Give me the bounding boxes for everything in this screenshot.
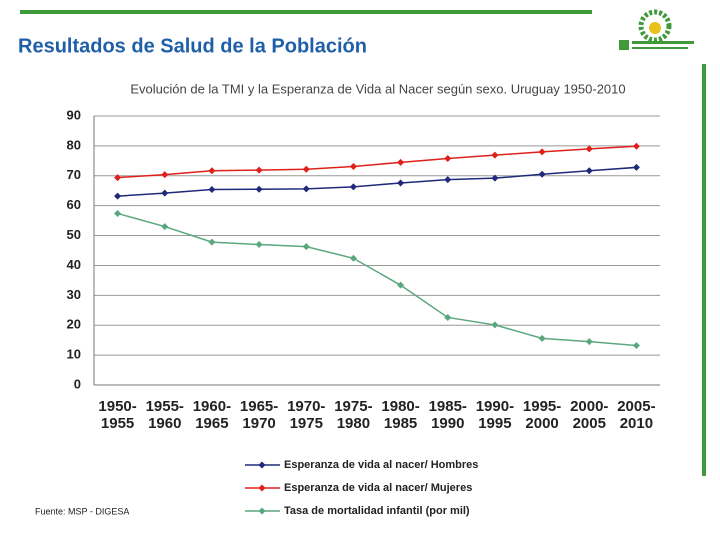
legend-label: Tasa de mortalidad infantil (por mil) <box>284 505 470 517</box>
point <box>632 342 640 350</box>
point <box>255 185 263 193</box>
y-tick-label: 60 <box>67 197 81 212</box>
legend-marker <box>258 484 266 492</box>
point <box>538 334 546 342</box>
series-line <box>117 212 637 347</box>
point <box>208 167 216 175</box>
point <box>349 163 357 171</box>
y-tick-label: 20 <box>67 317 81 332</box>
y-tick-label: 40 <box>67 257 81 272</box>
point <box>255 166 263 174</box>
point <box>255 241 263 249</box>
point <box>538 170 546 178</box>
legend-label: Esperanza de vida al nacer/ Mujeres <box>284 482 472 494</box>
y-tick-label: 0 <box>74 376 81 391</box>
x-tick-label: 1950-1955 <box>98 398 137 432</box>
x-tick-label: 2005-2010 <box>617 398 656 432</box>
point <box>397 179 405 187</box>
x-tick-label: 1990-1995 <box>475 398 515 432</box>
y-tick-label: 50 <box>67 227 81 242</box>
x-tick-label: 2000-2005 <box>570 398 609 432</box>
point <box>397 281 405 289</box>
point <box>491 174 499 182</box>
point <box>491 321 499 329</box>
y-tick-label: 10 <box>67 347 81 362</box>
legend-label: Esperanza de vida al nacer/ Hombres <box>284 459 478 471</box>
y-tick-label: 70 <box>67 167 81 182</box>
point <box>585 338 593 346</box>
point <box>585 145 593 153</box>
point <box>632 163 640 171</box>
point <box>302 243 310 251</box>
series-line <box>117 145 637 179</box>
point <box>208 186 216 194</box>
point <box>161 189 169 197</box>
x-tick-label: 1985-1990 <box>428 398 467 432</box>
point <box>302 165 310 173</box>
x-tick-label: 1960-1965 <box>192 398 232 432</box>
point <box>208 238 216 246</box>
point <box>397 158 405 166</box>
top-rule <box>20 10 592 14</box>
chart-title: Evolución de la TMI y la Esperanza de Vi… <box>130 81 625 96</box>
series-line <box>117 166 637 197</box>
legend-marker <box>258 507 266 515</box>
point <box>491 151 499 159</box>
point <box>161 223 169 231</box>
y-tick-label: 90 <box>67 107 81 122</box>
x-tick-label: 1980-1985 <box>381 398 420 432</box>
side-rule <box>702 64 706 476</box>
x-tick-label: 1975-1980 <box>334 398 373 432</box>
point <box>444 154 452 162</box>
source: Fuente: MSP - DIGESA <box>35 506 129 516</box>
point <box>585 167 593 175</box>
legend-marker <box>258 461 266 469</box>
point <box>302 185 310 193</box>
logo <box>619 9 694 50</box>
point <box>632 142 640 150</box>
point <box>161 171 169 179</box>
x-tick-label: 1970-1975 <box>287 398 326 432</box>
y-tick-label: 80 <box>67 137 81 152</box>
point <box>114 174 122 182</box>
x-tick-label: 1995-2000 <box>522 398 562 432</box>
slide-title: Resultados de Salud de la Población <box>18 35 367 57</box>
point <box>114 209 122 217</box>
point <box>349 254 357 262</box>
point <box>444 313 452 321</box>
point <box>349 183 357 191</box>
x-tick-label: 1955-1960 <box>145 398 184 432</box>
y-tick-label: 30 <box>67 287 81 302</box>
point <box>538 148 546 156</box>
point <box>444 176 452 184</box>
x-tick-label: 1965-1970 <box>239 398 279 432</box>
point <box>114 192 122 200</box>
